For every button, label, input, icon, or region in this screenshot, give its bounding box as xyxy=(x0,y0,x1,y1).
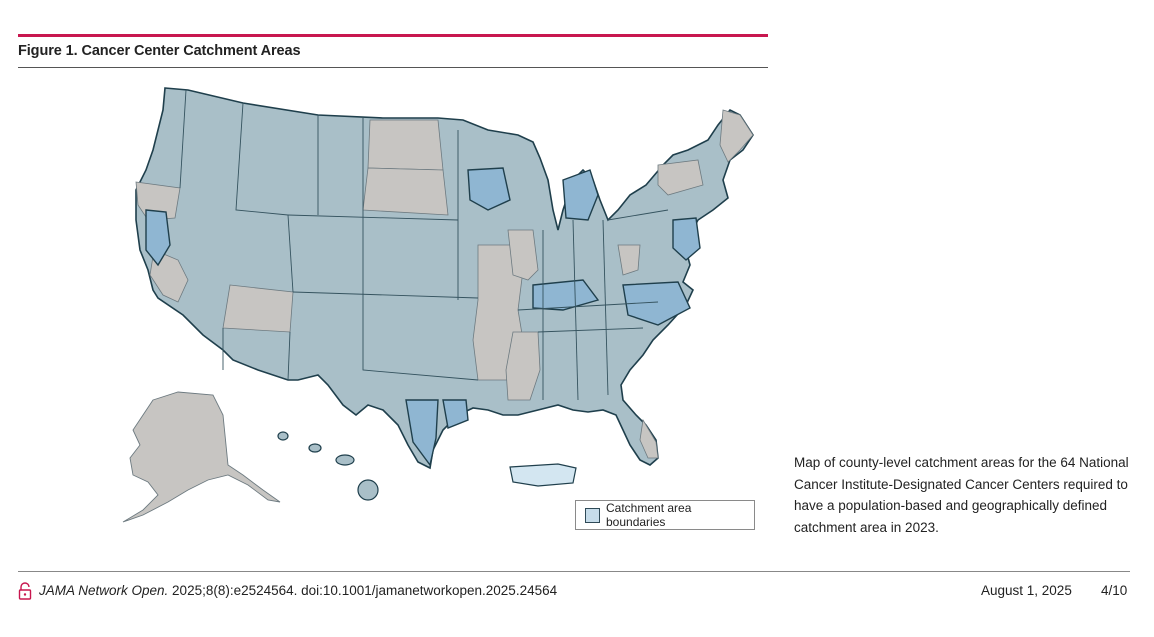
wisconsin-cluster xyxy=(467,167,511,211)
hawaii-island-oahu xyxy=(308,443,322,453)
boundary-line xyxy=(287,214,459,221)
central-illinois xyxy=(507,229,539,281)
boundary-line xyxy=(602,219,609,396)
south-florida xyxy=(639,418,659,459)
mid-atlantic-cluster xyxy=(672,217,701,261)
boundary-line xyxy=(179,89,187,189)
northern-california-cluster xyxy=(145,209,171,267)
north-carolina-cluster xyxy=(622,281,691,326)
citation[interactable]: JAMA Network Open. 2025;8(8):e2524564. d… xyxy=(39,583,557,598)
puerto-rico xyxy=(509,463,577,487)
page-number: 4/10 xyxy=(1101,583,1128,598)
upstate-new-york xyxy=(657,159,704,196)
state-boundaries xyxy=(179,89,669,401)
houston-cluster xyxy=(442,399,469,429)
figure-title: Figure 1. Cancer Center Catchment Areas xyxy=(18,43,301,59)
boundary-line xyxy=(287,331,291,381)
footer-rule xyxy=(18,571,1130,572)
boundary-line xyxy=(572,219,579,401)
boundary-line xyxy=(292,291,479,299)
non-catchment-regions xyxy=(135,109,754,459)
legend-swatch xyxy=(585,507,600,523)
boundary-line xyxy=(362,300,479,381)
north-dakota xyxy=(367,119,444,171)
journal-name: JAMA Network Open. xyxy=(39,583,169,598)
maine xyxy=(719,109,754,163)
michigan-cluster xyxy=(562,169,599,221)
citation-details: 2025;8(8):e2524564. doi:10.1001/jamanetw… xyxy=(168,583,558,598)
highlighted-catchments xyxy=(145,167,701,467)
map-legend: Catchment area boundaries xyxy=(575,500,755,530)
hawaii-island-maui xyxy=(335,454,355,466)
boundary-line xyxy=(287,214,294,293)
open-lock-icon xyxy=(18,582,32,600)
west-virginia xyxy=(617,244,641,276)
boundary-line xyxy=(235,102,289,216)
accent-rule xyxy=(18,34,768,37)
us-catchment-map xyxy=(122,87,754,523)
hawaii-island-big xyxy=(357,479,379,501)
hawaii-island-kauai xyxy=(277,431,289,441)
boundary-line xyxy=(537,327,644,333)
legend-label: Catchment area boundaries xyxy=(606,501,692,529)
boundary-line xyxy=(607,209,669,221)
page-footer: JAMA Network Open. 2025;8(8):e2524564. d… xyxy=(18,582,1130,602)
title-rule xyxy=(18,67,768,68)
northern-arizona xyxy=(222,284,294,333)
alaska xyxy=(122,391,281,523)
publication-date: August 1, 2025 xyxy=(981,583,1072,598)
hawaii xyxy=(277,431,379,501)
southeast-texas-cluster xyxy=(405,399,439,467)
south-dakota xyxy=(362,167,449,216)
figure-caption: Map of county-level catchment areas for … xyxy=(794,455,1129,535)
boundary-line xyxy=(517,301,659,311)
